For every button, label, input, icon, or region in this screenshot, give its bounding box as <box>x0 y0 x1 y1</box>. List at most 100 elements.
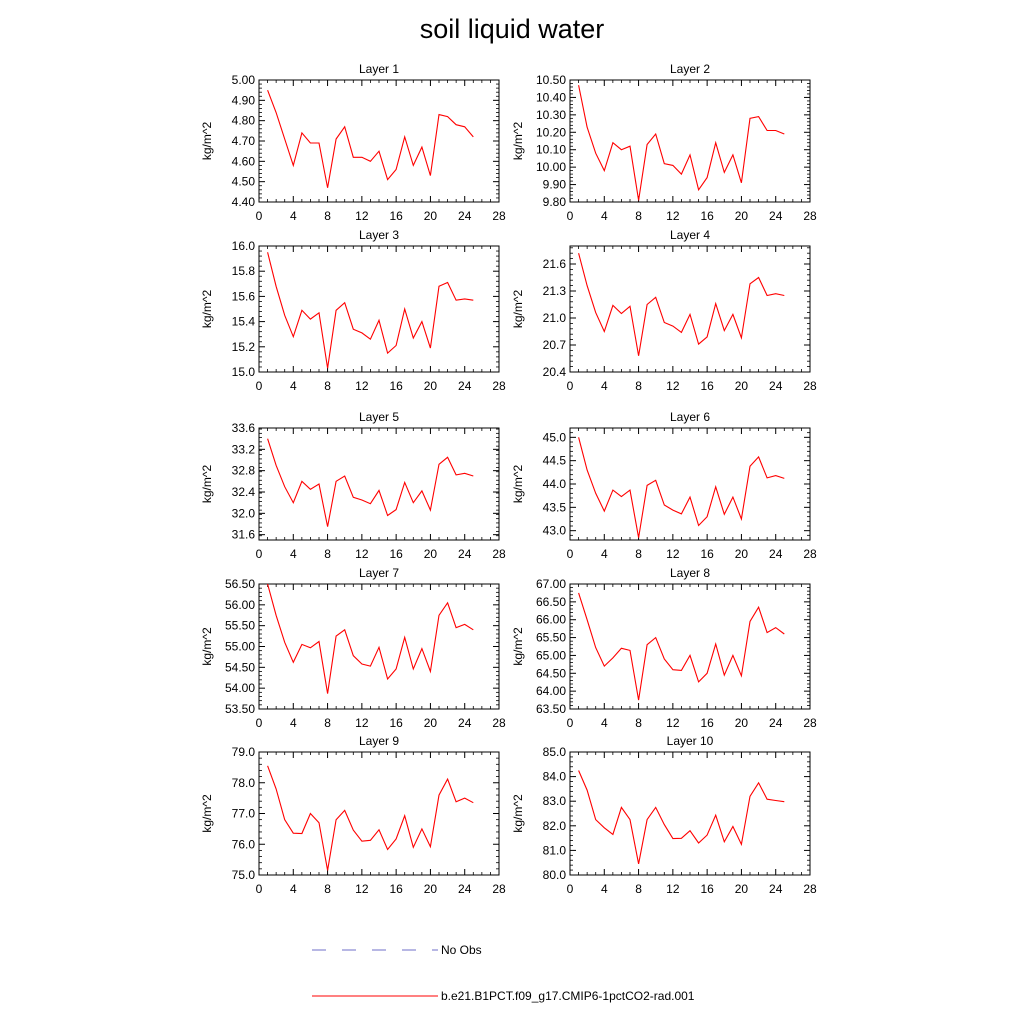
x-tick-label: 20 <box>424 882 438 896</box>
plot-frame <box>569 427 811 541</box>
y-tick-label: 54.00 <box>225 681 255 695</box>
y-tick-label: 10.30 <box>536 108 566 122</box>
y-tick-label: 9.80 <box>543 195 567 209</box>
y-tick-label: 15.4 <box>232 315 256 329</box>
x-tick-label: 16 <box>389 716 403 730</box>
x-tick-label: 8 <box>635 882 642 896</box>
x-tick-label: 12 <box>666 547 680 561</box>
y-tick-label: 80.0 <box>543 868 567 882</box>
y-tick-label: 15.8 <box>232 264 256 278</box>
x-tick-label: 0 <box>256 379 263 393</box>
y-tick-label: 21.6 <box>543 257 567 271</box>
y-tick-label: 55.00 <box>225 640 255 654</box>
y-tick-label: 43.5 <box>543 500 567 514</box>
y-tick-label: 15.2 <box>232 340 256 354</box>
y-tick-label: 56.00 <box>225 598 255 612</box>
x-tick-label: 4 <box>601 209 608 223</box>
x-tick-label: 12 <box>666 716 680 730</box>
y-tick-label: 45.0 <box>543 430 567 444</box>
x-tick-label: 0 <box>567 882 574 896</box>
legend-label: b.e21.B1PCT.f09_g17.CMIP6-1pctCO2-rad.00… <box>441 989 695 1003</box>
y-tick-label: 43.0 <box>543 524 567 538</box>
x-tick-label: 0 <box>256 716 263 730</box>
plot-frame <box>258 245 500 373</box>
x-tick-label: 4 <box>601 379 608 393</box>
x-tick-label: 0 <box>567 379 574 393</box>
panel-layer-2: Layer 2 kg/m^2 0 4 8 12 16 20 24 28 9.80 9.90 10.00 1… <box>511 62 817 223</box>
panel-title: Layer 3 <box>359 228 399 242</box>
y-tick-label: 4.90 <box>232 93 256 107</box>
panel-title: Layer 6 <box>670 410 710 424</box>
x-tick-label: 28 <box>803 882 817 896</box>
x-tick-label: 24 <box>769 547 783 561</box>
y-tick-label: 20.4 <box>543 365 567 379</box>
y-axis-label: kg/m^2 <box>511 290 525 329</box>
panel-layer-7: Layer 7 kg/m^2 0 4 8 12 16 20 24 28 53.50 54.00 54.5… <box>200 566 506 730</box>
y-tick-label: 9.90 <box>543 178 567 192</box>
x-tick-label: 28 <box>492 209 506 223</box>
y-axis-label: kg/m^2 <box>200 290 214 329</box>
x-tick-label: 16 <box>700 716 714 730</box>
x-tick-label: 24 <box>458 209 472 223</box>
y-tick-label: 83.0 <box>543 794 567 808</box>
panel-layer-5: Layer 5 kg/m^2 0 4 8 12 16 20 24 28 31.6 32.0 32.4 32… <box>200 410 506 561</box>
x-tick-label: 28 <box>492 716 506 730</box>
y-tick-label: 76.0 <box>232 837 256 851</box>
panel-title: Layer 9 <box>359 734 399 748</box>
y-tick-label: 15.6 <box>232 289 256 303</box>
x-tick-label: 24 <box>458 547 472 561</box>
x-tick-label: 28 <box>492 882 506 896</box>
x-tick-label: 0 <box>567 716 574 730</box>
series-line <box>578 253 785 356</box>
x-tick-label: 0 <box>256 882 263 896</box>
x-tick-label: 24 <box>458 379 472 393</box>
y-tick-label: 4.60 <box>232 154 256 168</box>
x-tick-label: 0 <box>256 547 263 561</box>
x-tick-label: 24 <box>458 716 472 730</box>
x-tick-label: 16 <box>700 209 714 223</box>
x-tick-label: 4 <box>290 547 297 561</box>
panel-layer-9: Layer 9 kg/m^2 0 4 8 12 16 20 24 28 75.0 76.0 77.0 78… <box>200 734 506 896</box>
y-tick-label: 54.50 <box>225 660 255 674</box>
panel-layer-8: Layer 8 kg/m^2 0 4 8 12 16 20 24 28 63.50 64.00 64.5… <box>511 566 817 730</box>
y-axis-label: kg/m^2 <box>200 794 214 833</box>
y-tick-label: 32.0 <box>232 506 256 520</box>
y-tick-label: 4.80 <box>232 114 256 128</box>
x-tick-label: 24 <box>769 209 783 223</box>
plot-frame <box>258 427 500 541</box>
x-tick-label: 8 <box>324 209 331 223</box>
y-tick-label: 10.00 <box>536 160 566 174</box>
x-tick-label: 12 <box>355 547 369 561</box>
x-tick-label: 20 <box>735 716 749 730</box>
x-tick-label: 4 <box>290 379 297 393</box>
x-tick-label: 16 <box>389 547 403 561</box>
x-tick-label: 16 <box>700 547 714 561</box>
x-tick-label: 12 <box>666 379 680 393</box>
y-tick-label: 63.50 <box>536 702 566 716</box>
y-axis-label: kg/m^2 <box>511 465 525 504</box>
y-tick-label: 4.70 <box>232 134 256 148</box>
y-tick-label: 32.4 <box>232 485 256 499</box>
plot-frame <box>258 751 500 876</box>
x-tick-label: 4 <box>290 716 297 730</box>
x-tick-label: 8 <box>635 547 642 561</box>
x-tick-label: 0 <box>567 209 574 223</box>
x-tick-label: 12 <box>355 379 369 393</box>
x-tick-label: 4 <box>601 882 608 896</box>
series-line <box>267 252 474 369</box>
x-tick-label: 16 <box>389 882 403 896</box>
panel-title: Layer 8 <box>670 566 710 580</box>
y-tick-label: 10.20 <box>536 125 566 139</box>
x-tick-label: 28 <box>803 379 817 393</box>
y-tick-label: 56.50 <box>225 577 255 591</box>
legend: No Obs b.e21.B1PCT.f09_g17.CMIP6-1pctCO2-… <box>312 943 695 1003</box>
y-tick-label: 4.40 <box>232 195 256 209</box>
y-tick-label: 66.00 <box>536 613 566 627</box>
x-tick-label: 4 <box>601 716 608 730</box>
y-tick-label: 4.50 <box>232 175 256 189</box>
x-tick-label: 0 <box>256 209 263 223</box>
y-tick-label: 64.50 <box>536 666 566 680</box>
x-tick-label: 20 <box>735 379 749 393</box>
series-line <box>578 770 785 865</box>
x-tick-label: 12 <box>355 209 369 223</box>
